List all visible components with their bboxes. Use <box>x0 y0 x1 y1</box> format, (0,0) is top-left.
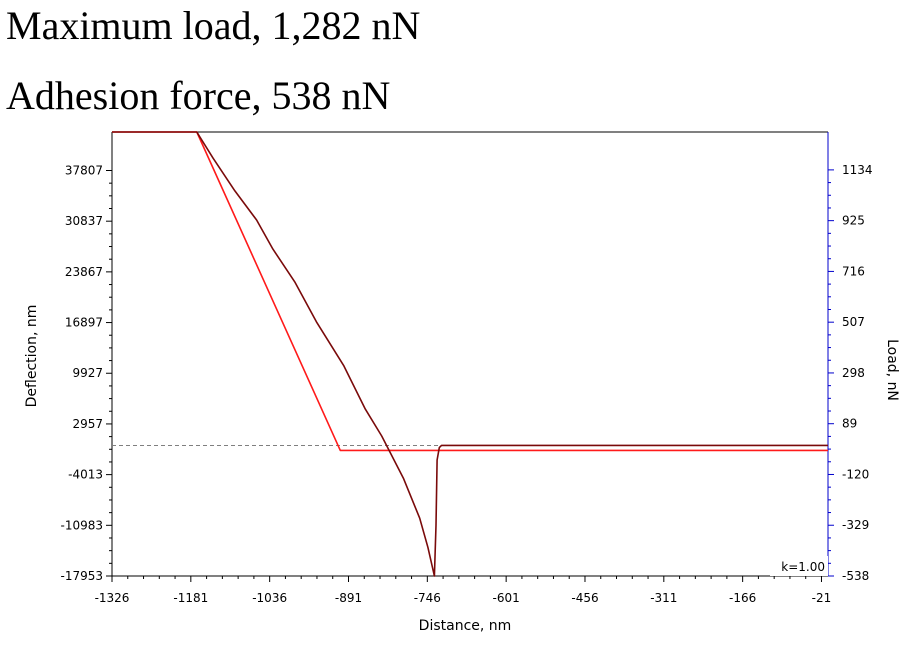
y-right-tick-label: -538 <box>842 569 869 583</box>
y-right-tick-label: -120 <box>842 467 869 481</box>
x-tick-label: -1036 <box>252 591 287 605</box>
y-left-tick-label: 37807 <box>65 163 103 177</box>
spring-constant-annotation: k=1.00 <box>781 560 825 574</box>
y-left-tick-label: 16897 <box>65 316 103 330</box>
y-right-tick-label: 89 <box>842 417 857 431</box>
retract-curve <box>112 131 828 577</box>
y-left-tick-label: 2957 <box>72 417 103 431</box>
x-tick-label: -746 <box>414 591 441 605</box>
y-left-tick-label: 9927 <box>72 366 103 380</box>
y-left-axis-title: Deflection, nm <box>24 305 40 408</box>
x-tick-label: -166 <box>729 591 756 605</box>
adhesion-force-heading: Adhesion force, 538 nN <box>6 73 391 118</box>
approach-curve <box>112 131 828 452</box>
y-left-tick-label: -10983 <box>60 518 103 532</box>
y-right-tick-label: 507 <box>842 315 865 329</box>
y-left-tick-label: 30837 <box>65 214 103 228</box>
y-left-tick-label: -4013 <box>68 468 103 482</box>
x-tick-label: -21 <box>812 591 832 605</box>
annotation-background <box>770 556 828 576</box>
y-right-axis-title: Load, nN <box>884 339 900 401</box>
x-tick-label: -601 <box>493 591 520 605</box>
x-tick-label: -891 <box>335 591 362 605</box>
y-right-tick-label: -329 <box>842 518 869 532</box>
y-right-tick-label: 925 <box>842 214 865 228</box>
x-tick-label: -1181 <box>173 591 208 605</box>
y-left-tick-label: 23867 <box>65 265 103 279</box>
x-axis-title: Distance, nm <box>419 618 512 634</box>
y-right-tick-label: 1134 <box>842 163 873 177</box>
y-right-tick-label: 716 <box>842 264 865 278</box>
x-tick-label: -456 <box>571 591 598 605</box>
y-left-tick-label: -17953 <box>60 569 103 583</box>
y-right-tick-label: 298 <box>842 366 865 380</box>
x-tick-label: -1326 <box>95 591 130 605</box>
x-tick-label: -311 <box>650 591 677 605</box>
maximum-load-heading: Maximum load, 1,282 nN <box>6 3 421 48</box>
